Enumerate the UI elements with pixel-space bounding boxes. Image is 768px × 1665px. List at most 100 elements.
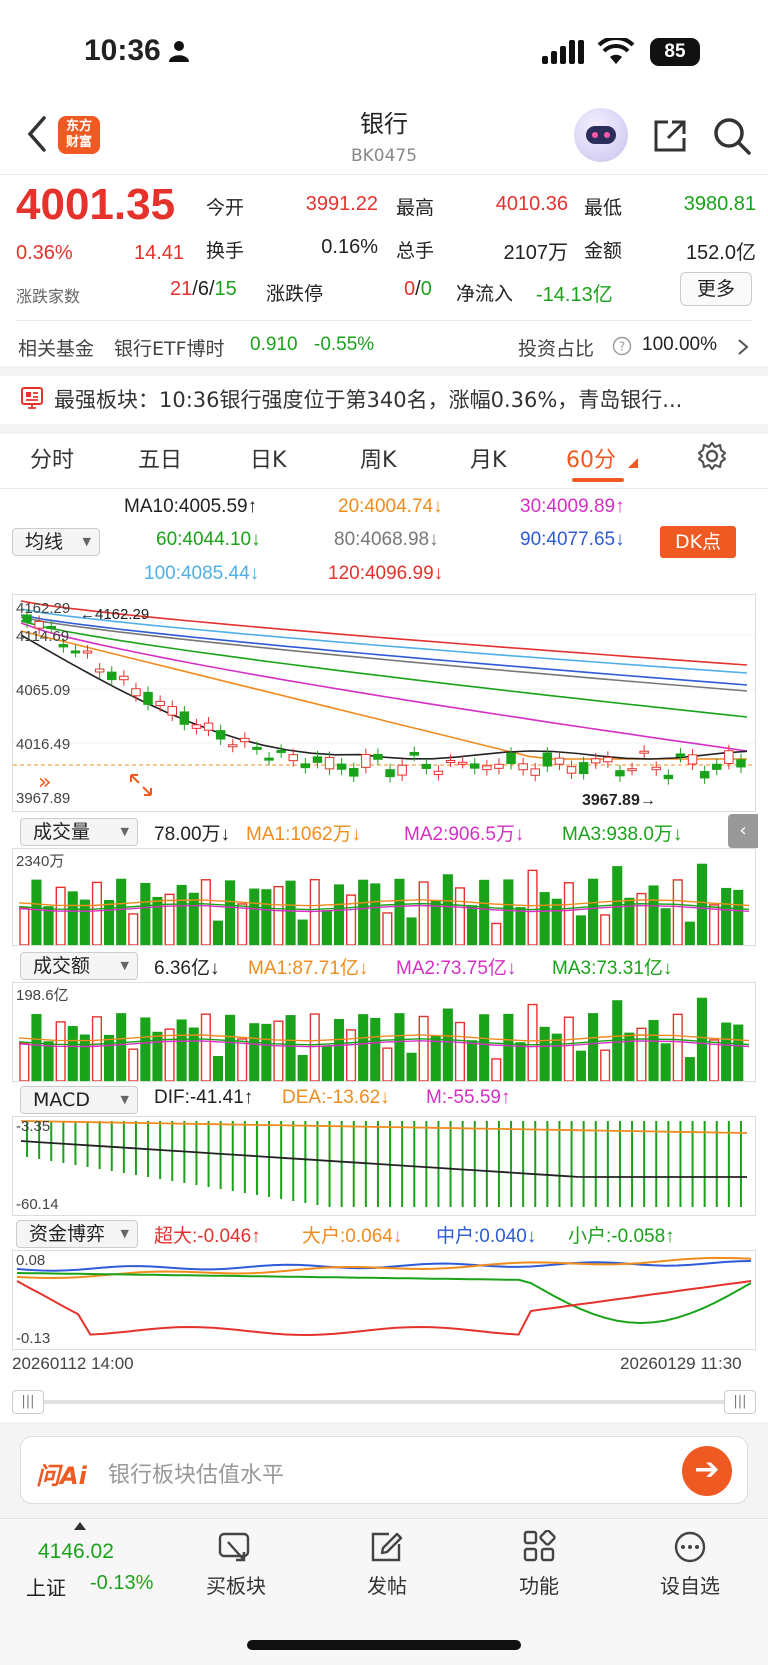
scroll-handle-right[interactable]: |||: [724, 1390, 756, 1414]
grid-icon: [523, 1530, 556, 1562]
volume-axis-top: 2340万: [16, 853, 65, 870]
volume-bar: [515, 907, 526, 946]
logo-line2: 财富: [65, 135, 92, 150]
more-dots-icon: [674, 1531, 706, 1563]
volume-bar: [394, 878, 405, 946]
nav-add-watchlist[interactable]: 设自选: [640, 1530, 740, 1599]
tab-daily-k[interactable]: 日K: [250, 448, 287, 473]
candle-body: [191, 724, 202, 729]
fund-name[interactable]: 银行ETF博时: [114, 338, 225, 360]
nav-buy-label: 买板块: [206, 1574, 266, 1598]
amount-bar: [600, 1049, 611, 1082]
nav-buy-sector[interactable]: 买板块: [186, 1530, 286, 1599]
scroll-track[interactable]: [44, 1400, 724, 1404]
candle-body: [22, 614, 32, 623]
double-chevron-icon[interactable]: »: [38, 770, 52, 795]
ai-question-input[interactable]: 银行板块估值水平: [108, 1463, 285, 1488]
candle-body: [349, 768, 359, 777]
collapse-panel-button[interactable]: ‹: [728, 814, 758, 848]
volume-bar: [454, 887, 466, 946]
tab-intraday[interactable]: 分时: [30, 448, 75, 473]
ma-selector[interactable]: 均线 ▼: [12, 528, 100, 556]
candle-body: [58, 644, 69, 648]
amount-bar: [237, 1038, 248, 1082]
section-gap: [0, 366, 768, 376]
expand-icon[interactable]: [128, 772, 154, 798]
ma30-value: 30:4009.89: [520, 496, 616, 517]
scroll-handle-left[interactable]: |||: [12, 1390, 44, 1414]
candle-body: [421, 763, 432, 769]
candle-body: [651, 766, 661, 771]
volume-bar: [600, 914, 611, 946]
candle-body: [736, 759, 746, 768]
candle-body: [324, 756, 335, 770]
candle-body: [143, 691, 153, 705]
flow-axis-top: 0.08: [16, 1252, 46, 1269]
ai-assistant-avatar[interactable]: [574, 108, 628, 162]
candle-body: [445, 759, 456, 763]
index-name[interactable]: 上证: [26, 1576, 66, 1600]
status-time: 10:36: [84, 34, 161, 67]
amount-selector[interactable]: 成交额 ▼: [20, 952, 138, 980]
candle-body: [288, 754, 298, 762]
fund-flow-line: [16, 1272, 752, 1325]
kline-axis-top: 4162.29: [16, 600, 71, 617]
amount-chart: [12, 982, 756, 1082]
macd-selector[interactable]: MACD ▼: [20, 1086, 138, 1114]
amount-bar: [733, 1024, 744, 1082]
volume-ma3: MA3:938.0万↓: [562, 824, 683, 845]
volume-selector[interactable]: 成交量 ▼: [20, 818, 138, 846]
candle-body: [46, 625, 56, 629]
dk-point-button[interactable]: DK点: [660, 526, 736, 558]
macd-dea-line: [20, 1120, 748, 1134]
separator: /: [208, 278, 215, 300]
amount-bar: [479, 1014, 490, 1082]
volume-bar: [721, 887, 732, 946]
fund-flow-line: [16, 1256, 752, 1280]
chevron-down-icon: ▼: [120, 825, 129, 838]
candle-body: [70, 650, 81, 654]
section-gap: [0, 424, 768, 434]
tab-weekly-k[interactable]: 周K: [360, 448, 397, 473]
amount-bar: [79, 1034, 90, 1082]
index-pct[interactable]: -0.13%: [90, 1572, 154, 1594]
chevron-right-icon[interactable]: [736, 337, 750, 357]
wifi-icon: [598, 38, 634, 64]
signal-icon: [542, 40, 584, 64]
volume-chart: [12, 848, 756, 946]
index-value[interactable]: 4146.02: [38, 1540, 114, 1563]
high-label: 最高: [396, 197, 435, 219]
fund-flow-selector[interactable]: 资金博弈 ▼: [16, 1220, 138, 1248]
nav-post[interactable]: 发帖: [337, 1530, 437, 1599]
candle-body: [373, 753, 383, 760]
volume-bar: [333, 884, 345, 946]
time-axis-start: 20260112 14:00: [12, 1354, 134, 1373]
time-axis-end: 20260129 11:30: [620, 1354, 742, 1373]
ai-send-button[interactable]: ➔: [682, 1446, 732, 1496]
amount-ma3-value: MA3:73.31亿: [552, 958, 663, 979]
tab-five-day[interactable]: 五日: [138, 448, 183, 473]
back-icon[interactable]: [22, 112, 52, 156]
amount-bar: [91, 1016, 103, 1082]
netflow-label: 净流入: [456, 283, 514, 305]
ai-ask-box[interactable]: [20, 1436, 748, 1504]
tab-monthly-k[interactable]: 月K: [470, 448, 507, 473]
fund-pct: -0.55%: [314, 334, 375, 355]
help-icon[interactable]: ?: [612, 336, 632, 356]
more-button[interactable]: 更多: [680, 272, 752, 306]
tab-60min[interactable]: 60分: [566, 448, 616, 473]
flow-axis-bottom: -0.13: [16, 1330, 51, 1347]
candle-body: [167, 706, 177, 716]
nav-functions[interactable]: 功能: [489, 1530, 589, 1599]
gear-icon[interactable]: [696, 440, 728, 472]
candle-body: [215, 730, 226, 740]
kline-chart[interactable]: [12, 594, 756, 812]
volume-bar: [273, 885, 284, 946]
fund-flow-chart: [12, 1250, 756, 1350]
candle-body: [675, 753, 686, 758]
share-icon[interactable]: [652, 118, 688, 154]
macd-canvas: [20, 1120, 748, 1207]
news-ticker[interactable]: 最强板块：10:36银行强度位于第340名，涨幅0.36%，青岛银行...: [54, 388, 683, 412]
amount-current: 6.36亿: [154, 958, 210, 979]
search-icon[interactable]: [712, 116, 752, 156]
